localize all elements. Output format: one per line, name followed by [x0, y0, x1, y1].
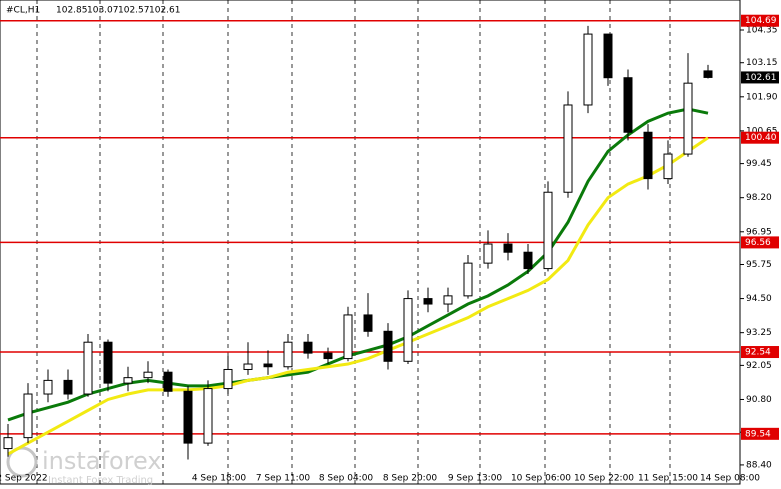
y-tick-label: 88.40	[746, 460, 772, 470]
x-tick-label: 2 Sep 2022	[0, 474, 48, 484]
ohlc-high: 103.07	[87, 6, 119, 16]
candle-body	[503, 243, 513, 253]
candle-body	[283, 341, 293, 368]
candle-body	[463, 262, 473, 297]
y-tick-label: 103.15	[746, 58, 778, 68]
watermark: instaforex Instant Forex Trading	[6, 446, 162, 486]
candle-body	[623, 77, 633, 133]
x-tick-label: 14 Sep 08:00	[700, 474, 760, 484]
candle-body	[23, 393, 33, 439]
candle-body	[203, 388, 213, 444]
candle-body	[303, 341, 313, 354]
level-label: 96.56	[745, 238, 771, 248]
candle-body	[523, 251, 533, 270]
candle-body	[703, 70, 713, 78]
level-label: 100.40	[745, 133, 777, 143]
level-label: 104.69	[745, 16, 777, 26]
y-tick-label: 101.90	[746, 92, 778, 102]
x-tick-label: 7 Sep 11:00	[256, 474, 311, 484]
candle-body	[183, 390, 193, 444]
y-tick-label: 93.25	[746, 328, 772, 338]
level-label: 89.54	[745, 429, 771, 439]
x-tick-label: 10 Sep 22:00	[574, 474, 634, 484]
candle-body	[143, 371, 153, 379]
x-tick-label: 9 Sep 13:00	[448, 474, 503, 484]
ohlc-open: 102.85	[56, 6, 88, 16]
candle-body	[443, 295, 453, 305]
symbol: #CL,H1	[6, 6, 40, 16]
candle-body	[643, 131, 653, 180]
candle-body	[163, 371, 173, 392]
level-label-box	[741, 346, 779, 359]
y-tick-label: 96.95	[746, 227, 772, 237]
x-tick-label: 8 Sep 04:00	[319, 474, 374, 484]
candle-body	[403, 298, 413, 362]
x-tick-label: 10 Sep 06:00	[511, 474, 571, 484]
candle-body	[263, 363, 273, 368]
level-label-box	[741, 427, 779, 440]
y-tick-label: 90.80	[746, 395, 772, 405]
candle-body	[63, 379, 73, 395]
candle-body	[663, 153, 673, 180]
y-tick-label: 99.45	[746, 159, 772, 169]
x-tick-label: 4 Sep 18:00	[192, 474, 247, 484]
y-tick-label: 104.35	[746, 25, 778, 35]
candle-body	[543, 191, 553, 270]
level-label-box	[741, 236, 779, 249]
candle-body	[683, 82, 693, 155]
y-tick-label: 94.50	[746, 294, 772, 304]
candle-body	[323, 352, 333, 360]
level-label-box	[741, 131, 779, 144]
watermark-tagline: Instant Forex Trading	[48, 475, 153, 486]
candle-body	[343, 314, 353, 360]
candle-body	[123, 377, 133, 384]
candle-body	[383, 330, 393, 362]
candle-body	[603, 33, 613, 79]
candle-body	[243, 363, 253, 370]
level-label: 92.54	[745, 348, 771, 358]
moving-average	[7, 136, 709, 456]
candle-body	[423, 298, 433, 305]
candle-body	[223, 368, 233, 390]
x-tick-label: 8 Sep 20:00	[383, 474, 438, 484]
candle-body	[363, 314, 373, 332]
y-tick-label: 98.20	[746, 193, 772, 203]
x-tick-label: 11 Sep 15:00	[638, 474, 698, 484]
level-label-box	[741, 14, 779, 27]
candle-body	[3, 437, 13, 450]
candle-body	[583, 33, 593, 106]
candle-body	[103, 341, 113, 384]
candle-body	[43, 379, 53, 395]
price-label-box	[741, 71, 779, 84]
ohlc-low: 102.57	[118, 6, 150, 16]
y-tick-label: 92.05	[746, 361, 772, 371]
y-tick-label: 100.65	[746, 126, 778, 136]
price-label: 102.61	[745, 73, 777, 83]
watermark-brand: instaforex	[42, 447, 162, 475]
ohlc-close: 102.61	[149, 6, 181, 16]
candle-body	[83, 341, 93, 395]
y-tick-label: 95.75	[746, 260, 772, 270]
moving-average	[7, 107, 709, 422]
candle-body	[563, 104, 573, 193]
candle-body	[483, 243, 493, 264]
